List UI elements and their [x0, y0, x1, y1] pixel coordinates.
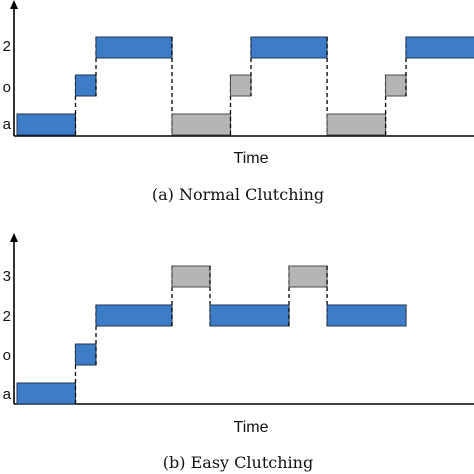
caption-easy: (b) Easy Clutching: [163, 453, 313, 472]
level-label-2: 2: [3, 38, 11, 55]
level-label-3: 3: [3, 268, 11, 285]
panel-easy-clutching: 3 2 o a Time (b) Easy Clutching: [3, 233, 474, 472]
segments-easy: [16, 265, 407, 405]
segment-easy-2-6: [326, 304, 407, 327]
segments-normal: [16, 36, 474, 136]
segment-easy-3-5: [288, 265, 328, 288]
y-axis-arrow: [10, 233, 18, 242]
segment-normal-o-7: [385, 74, 407, 97]
segment-normal-a-3: [171, 113, 231, 136]
segment-normal-o-1: [75, 74, 97, 97]
y-axis-arrow: [10, 0, 18, 9]
segment-normal-2-5: [250, 36, 328, 59]
segment-normal-o-4: [230, 74, 252, 97]
segment-normal-2-8: [405, 36, 474, 59]
level-label-o: o: [3, 347, 11, 364]
segment-easy-2-4: [209, 304, 290, 327]
segment-easy-3-3: [171, 265, 211, 288]
segment-easy-2-2: [95, 304, 173, 327]
x-axis-label: Time: [234, 150, 269, 167]
segment-easy-o-1: [75, 343, 97, 366]
level-label-a: a: [3, 116, 12, 133]
level-label-o: o: [3, 79, 11, 96]
caption-normal: (a) Normal Clutching: [152, 185, 324, 204]
segment-easy-a-0: [16, 382, 76, 405]
level-label-2: 2: [3, 308, 11, 325]
segment-normal-2-2: [95, 36, 173, 59]
level-label-a: a: [3, 386, 12, 403]
segment-normal-a-6: [326, 113, 387, 136]
segment-normal-a-0: [16, 113, 76, 136]
panel-normal-clutching: 2 o a Time (a) Normal Clutching: [3, 0, 474, 204]
x-axis-label: Time: [234, 419, 269, 436]
